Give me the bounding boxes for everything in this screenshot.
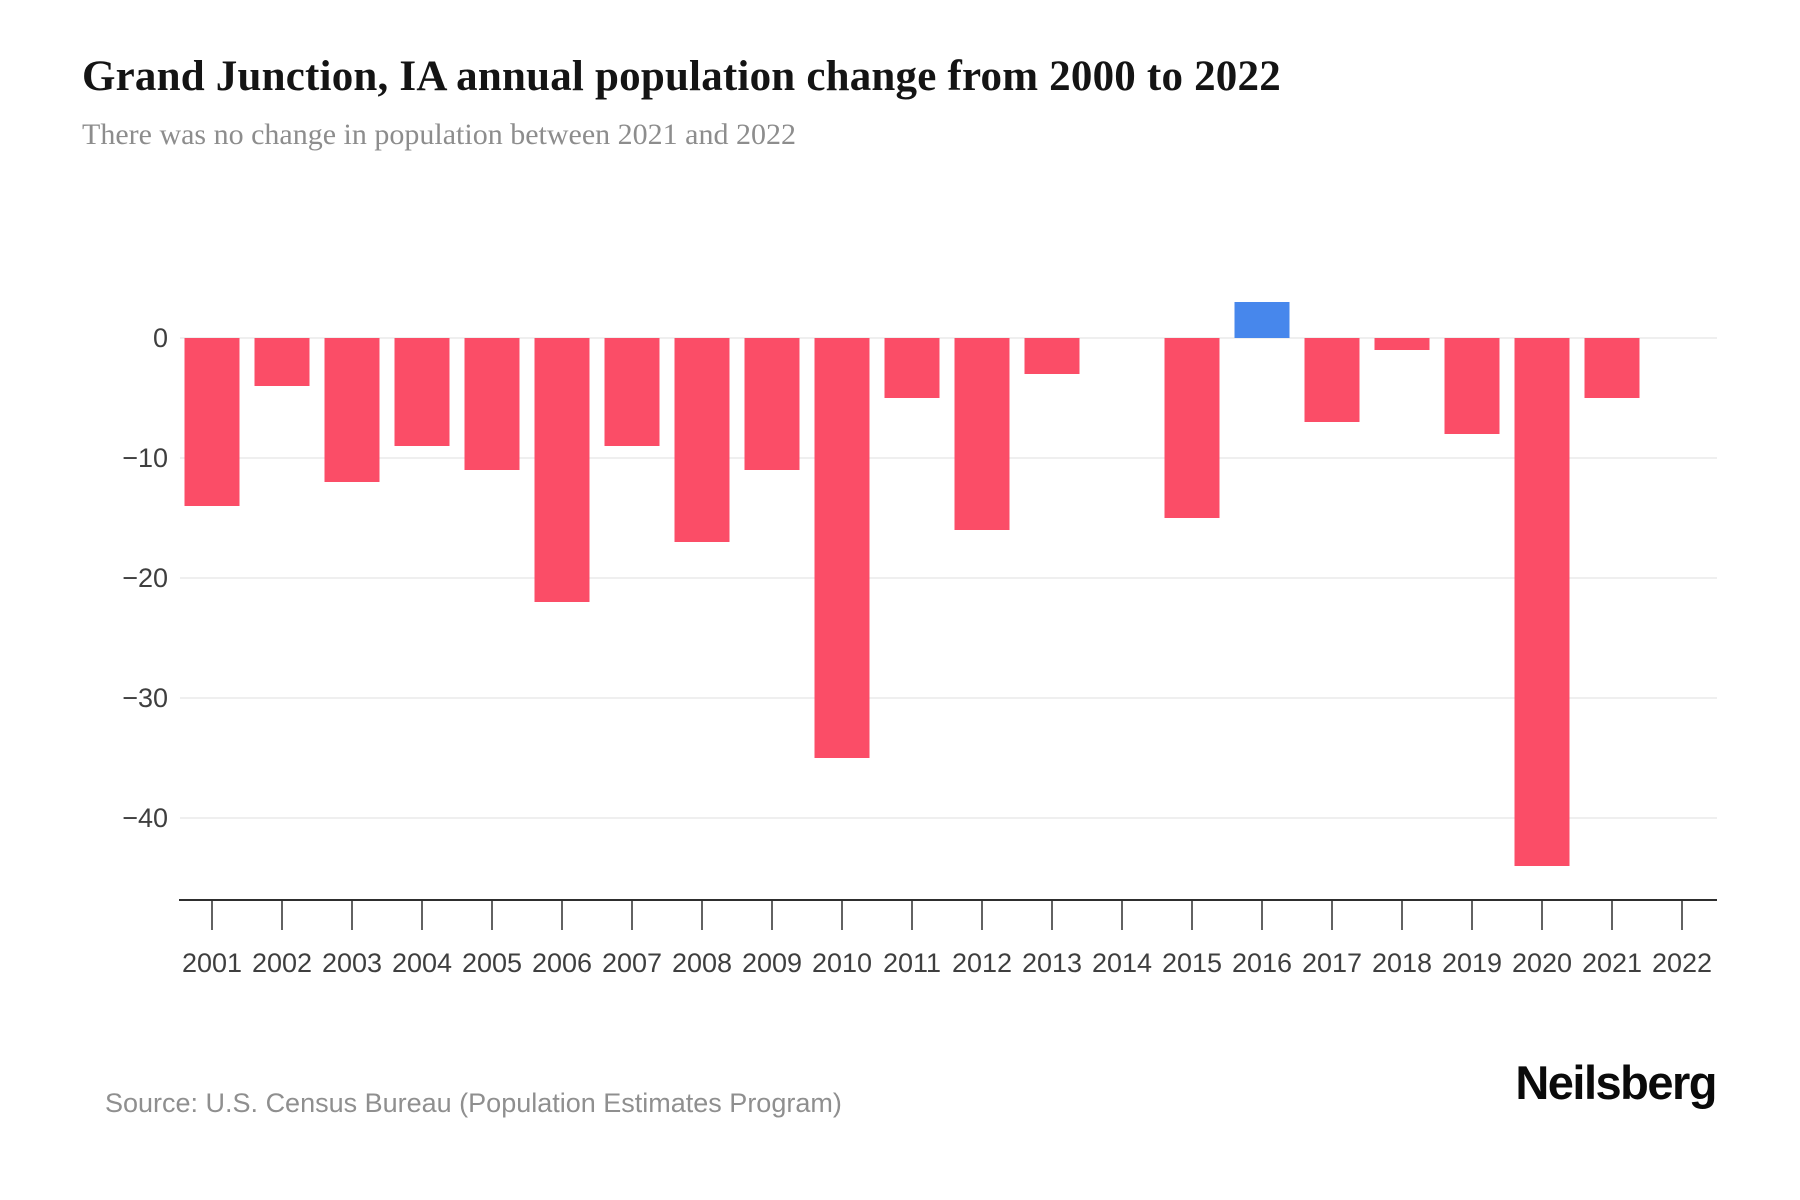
x-axis-label: 2020 — [1512, 948, 1572, 978]
x-axis-label: 2017 — [1302, 948, 1362, 978]
bar-2006 — [534, 338, 590, 602]
bar-2016 — [1234, 302, 1290, 338]
x-axis-label: 2013 — [1022, 948, 1082, 978]
y-axis-label: −20 — [122, 563, 168, 593]
y-axis-label: −10 — [122, 443, 168, 473]
bar-2004 — [394, 338, 450, 446]
x-axis-label: 2014 — [1092, 948, 1152, 978]
y-axis-label: −40 — [122, 803, 168, 833]
x-axis-label: 2018 — [1372, 948, 1432, 978]
y-axis-label: 0 — [153, 323, 168, 353]
x-axis-label: 2004 — [392, 948, 452, 978]
y-axis-label: −30 — [122, 683, 168, 713]
bar-2020 — [1514, 338, 1570, 866]
bar-2007 — [604, 338, 660, 446]
x-axis-label: 2001 — [182, 948, 242, 978]
bar-2005 — [464, 338, 520, 470]
bar-2019 — [1444, 338, 1500, 434]
x-axis-label: 2019 — [1442, 948, 1502, 978]
x-axis-label: 2007 — [602, 948, 662, 978]
x-axis-label: 2009 — [742, 948, 802, 978]
x-axis-label: 2012 — [952, 948, 1012, 978]
bar-2013 — [1024, 338, 1080, 374]
bar-2008 — [674, 338, 730, 542]
x-axis-label: 2016 — [1232, 948, 1292, 978]
bar-2009 — [744, 338, 800, 470]
page-title: Grand Junction, IA annual population cha… — [82, 53, 1281, 100]
x-axis-label: 2022 — [1652, 948, 1712, 978]
x-axis-label: 2021 — [1582, 948, 1642, 978]
bar-2015 — [1164, 338, 1220, 518]
bar-2001 — [184, 338, 240, 506]
x-axis-label: 2003 — [322, 948, 382, 978]
x-axis-label: 2006 — [532, 948, 592, 978]
bar-2012 — [954, 338, 1010, 530]
x-axis-label: 2015 — [1162, 948, 1222, 978]
bar-2003 — [324, 338, 380, 482]
bar-2010 — [814, 338, 870, 758]
x-axis-label: 2011 — [883, 948, 941, 978]
bar-2011 — [884, 338, 940, 398]
bar-2018 — [1374, 338, 1430, 350]
neilsberg-logo: Neilsberg — [1515, 1056, 1717, 1109]
bar-2017 — [1304, 338, 1360, 422]
x-axis-label: 2005 — [462, 948, 522, 978]
source-note: Source: U.S. Census Bureau (Population E… — [105, 1088, 842, 1118]
x-axis-label: 2002 — [252, 948, 312, 978]
x-axis-label: 2010 — [812, 948, 872, 978]
bar-2002 — [254, 338, 310, 386]
x-axis-label: 2008 — [672, 948, 732, 978]
bar-2021 — [1584, 338, 1640, 398]
page-subtitle: There was no change in population betwee… — [82, 118, 796, 151]
